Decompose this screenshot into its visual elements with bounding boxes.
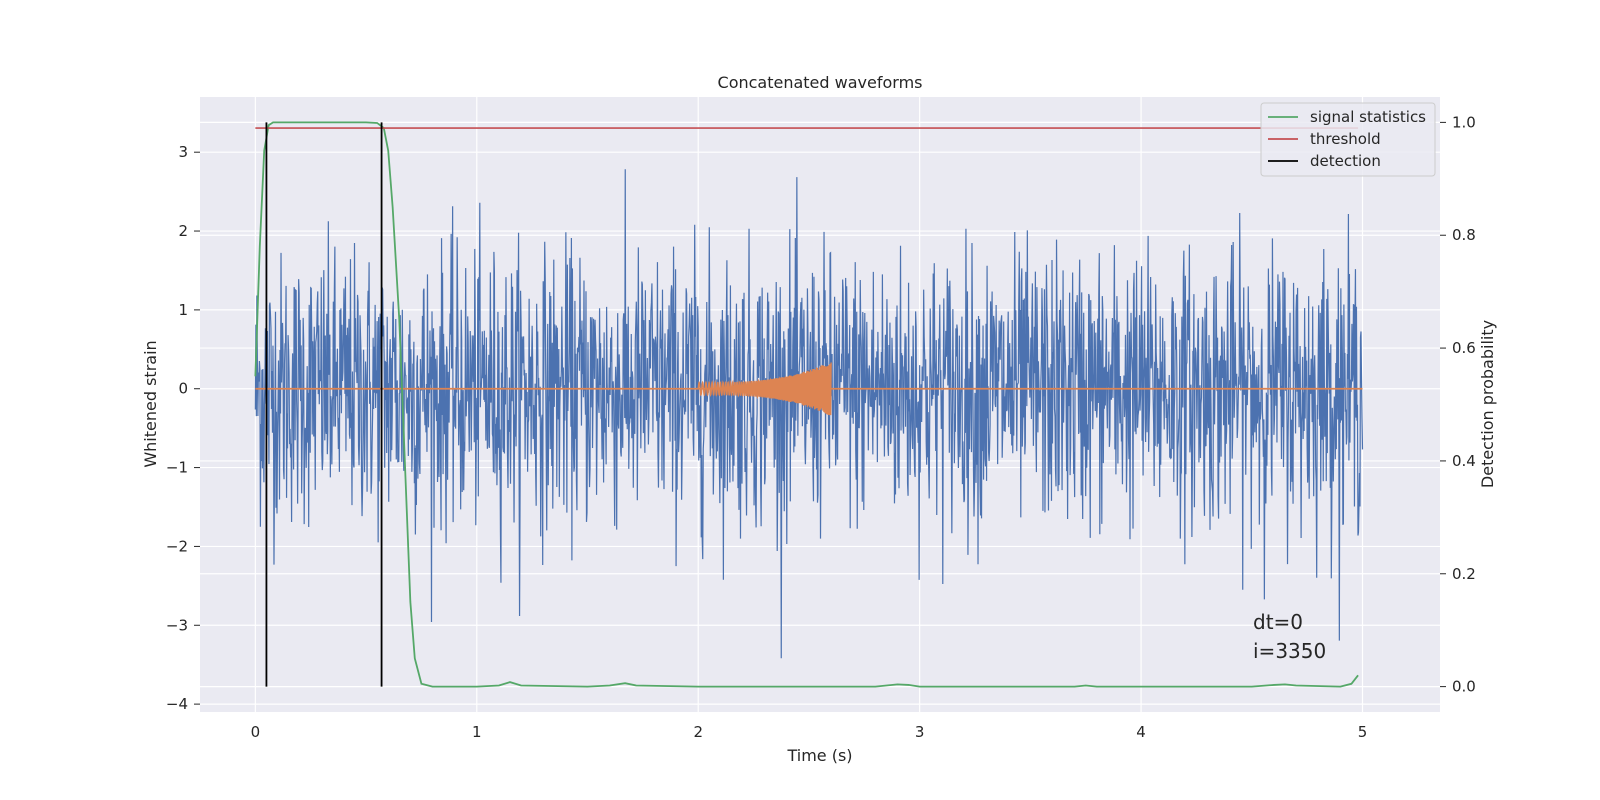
y-tick-label: −2 <box>166 537 188 555</box>
y-tick-label: 0 <box>178 380 188 398</box>
signal-statistics-line <box>254 121 1359 688</box>
axis-ticks: 0 1 2 3 4 5 −4 −3 −2 −1 0 1 2 3 0.0 0.2 0.4 0.6 0.8 1.0 <box>166 113 1476 741</box>
y-tick-label: 1 <box>178 301 188 319</box>
legend-box <box>1260 102 1436 177</box>
y-tick-label: −1 <box>166 459 188 477</box>
chirp-trace <box>697 362 832 416</box>
x-tick-label: 4 <box>1136 723 1146 741</box>
legend-label-detection: detection <box>1310 152 1381 170</box>
legend: signal statistics threshold detection <box>1260 102 1436 177</box>
y2-tick-label: 0.4 <box>1452 452 1476 470</box>
legend-label-signal-statistics: signal statistics <box>1310 108 1426 126</box>
signal-statistics-series <box>254 121 1359 688</box>
y-tick-label: −3 <box>166 616 188 634</box>
annotation-i: i=3350 <box>1253 639 1326 663</box>
chart-title: Concatenated waveforms <box>718 73 923 92</box>
y-tick-label: 3 <box>178 143 188 161</box>
y2-tick-label: 0.2 <box>1452 565 1476 583</box>
annotation-dt: dt=0 <box>1253 610 1303 634</box>
y-tick-label: 2 <box>178 222 188 240</box>
x-tick-label: 5 <box>1358 723 1368 741</box>
noise-series <box>254 169 1364 659</box>
y2-tick-label: 1.0 <box>1452 113 1476 131</box>
y2-tick-label: 0.0 <box>1452 678 1476 696</box>
y-tick-label: −4 <box>166 695 188 713</box>
y-axis-title: Whitened strain <box>141 340 160 467</box>
x-tick-label: 0 <box>251 723 261 741</box>
x-tick-label: 3 <box>915 723 925 741</box>
detection-lines <box>265 122 383 687</box>
y2-tick-label: 0.6 <box>1452 339 1476 357</box>
chirp-series <box>255 362 1363 416</box>
x-tick-label: 1 <box>472 723 482 741</box>
y2-axis-title: Detection probability <box>1478 320 1497 488</box>
noise-trace <box>254 169 1364 659</box>
x-tick-label: 2 <box>693 723 703 741</box>
y2-tick-label: 0.8 <box>1452 226 1476 244</box>
legend-label-threshold: threshold <box>1310 130 1381 148</box>
x-axis-title: Time (s) <box>786 746 852 765</box>
